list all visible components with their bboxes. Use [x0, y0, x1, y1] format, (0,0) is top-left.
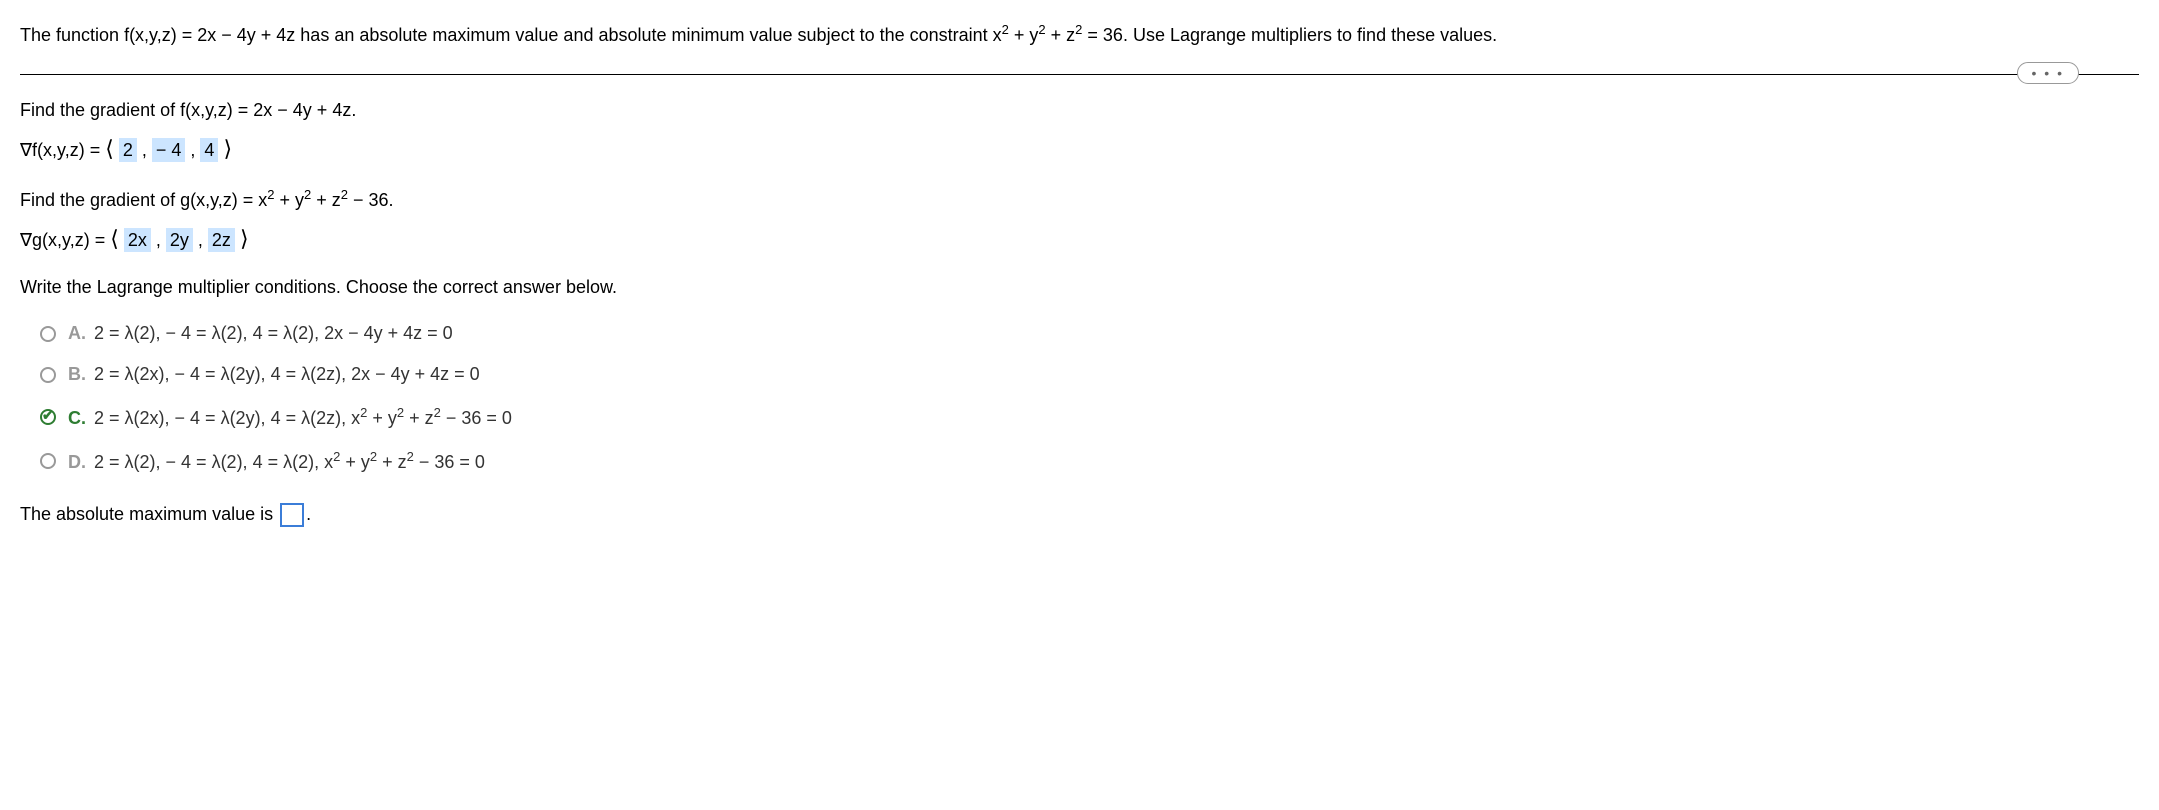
gradient-g-val-1: 2y	[166, 228, 193, 252]
choice-label-c: C.	[68, 408, 86, 428]
choice-text-a: 2 = λ(2), − 4 = λ(2), 4 = λ(2), 2x − 4y …	[94, 323, 453, 343]
gradient-f-val-0: 2	[119, 138, 137, 162]
section-divider: • • •	[20, 74, 2139, 75]
choice-b[interactable]: B. 2 = λ(2x), − 4 = λ(2y), 4 = λ(2z), 2x …	[40, 364, 2139, 385]
gradient-f-label: ∇f(x,y,z) =	[20, 140, 105, 160]
radio-d[interactable]	[40, 453, 56, 469]
final-answer-row: The absolute maximum value is .	[20, 503, 2139, 527]
lagrange-prompt: Write the Lagrange multiplier conditions…	[20, 277, 2139, 298]
radio-c[interactable]	[40, 409, 56, 425]
choice-label-b: B.	[68, 364, 86, 384]
max-value-input[interactable]	[280, 503, 304, 527]
choice-text-b: 2 = λ(2x), − 4 = λ(2y), 4 = λ(2z), 2x − …	[94, 364, 480, 384]
final-answer-suffix: .	[306, 504, 311, 524]
gradient-g-section: Find the gradient of g(x,y,z) = x2 + y2 …	[20, 187, 2139, 252]
problem-statement: The function f(x,y,z) = 2x − 4y + 4z has…	[20, 20, 2139, 49]
final-answer-prefix: The absolute maximum value is	[20, 504, 278, 524]
choice-text-d: 2 = λ(2), − 4 = λ(2), 4 = λ(2), x2 + y2 …	[94, 452, 485, 472]
gradient-f-answer: ∇f(x,y,z) = ⟨ 2 , − 4 , 4 ⟩	[20, 136, 2139, 162]
gradient-g-label: ∇g(x,y,z) =	[20, 230, 110, 250]
choice-label-d: D.	[68, 452, 86, 472]
gradient-g-prompt: Find the gradient of g(x,y,z) = x2 + y2 …	[20, 187, 2139, 211]
choices-group: A. 2 = λ(2), − 4 = λ(2), 4 = λ(2), 2x − 4…	[40, 323, 2139, 473]
gradient-g-val-0: 2x	[124, 228, 151, 252]
gradient-f-val-1: − 4	[152, 138, 186, 162]
choice-text-c: 2 = λ(2x), − 4 = λ(2y), 4 = λ(2z), x2 + …	[94, 408, 512, 428]
gradient-g-val-2: 2z	[208, 228, 235, 252]
choice-d[interactable]: D. 2 = λ(2), − 4 = λ(2), 4 = λ(2), x2 + y…	[40, 449, 2139, 473]
gradient-g-answer: ∇g(x,y,z) = ⟨ 2x , 2y , 2z ⟩	[20, 226, 2139, 252]
choice-c[interactable]: C. 2 = λ(2x), − 4 = λ(2y), 4 = λ(2z), x2 …	[40, 405, 2139, 429]
radio-b[interactable]	[40, 367, 56, 383]
ellipsis-icon[interactable]: • • •	[2017, 62, 2079, 84]
choice-a[interactable]: A. 2 = λ(2), − 4 = λ(2), 4 = λ(2), 2x − 4…	[40, 323, 2139, 344]
gradient-f-val-2: 4	[200, 138, 218, 162]
gradient-f-section: Find the gradient of f(x,y,z) = 2x − 4y …	[20, 100, 2139, 162]
gradient-f-prompt: Find the gradient of f(x,y,z) = 2x − 4y …	[20, 100, 2139, 121]
choice-label-a: A.	[68, 323, 86, 343]
radio-a[interactable]	[40, 326, 56, 342]
